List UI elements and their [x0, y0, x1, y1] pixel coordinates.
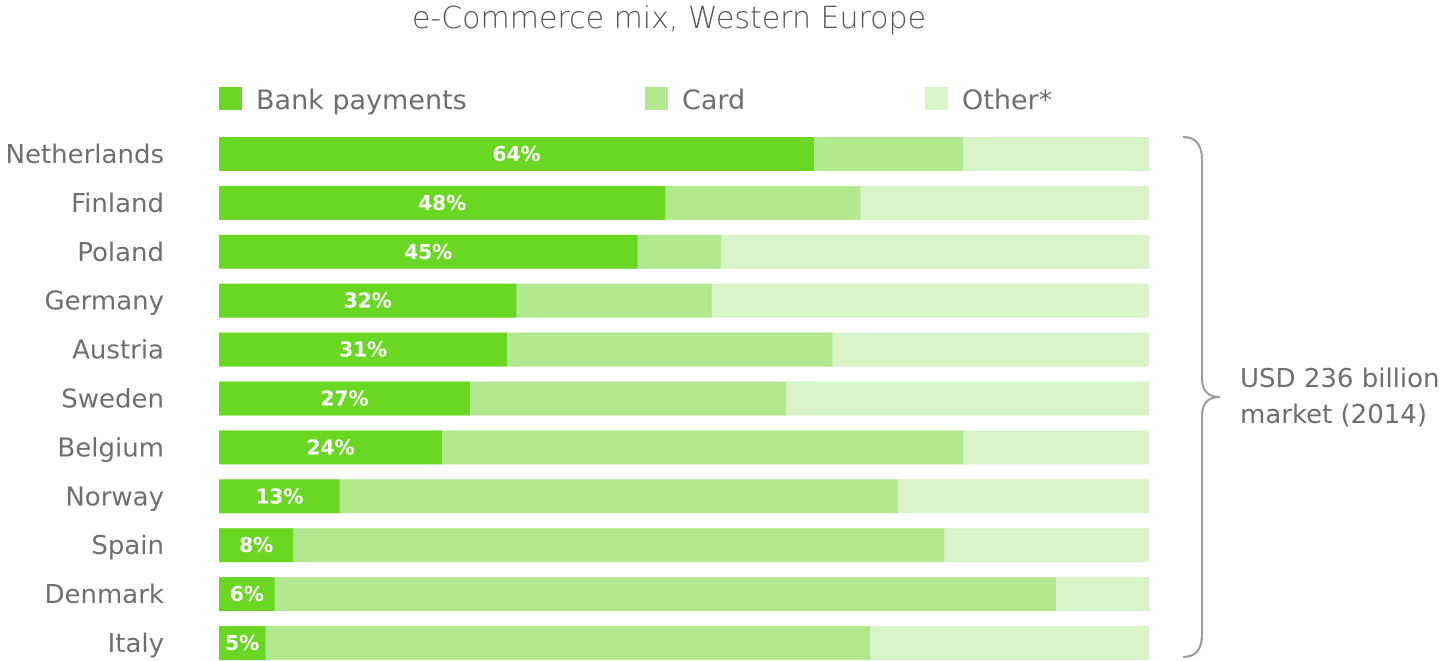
bar-segment — [637, 234, 722, 269]
category-label: Spain — [91, 531, 164, 561]
category-label: Germany — [44, 287, 164, 317]
legend-item-bank-payments: Bank payments — [219, 85, 467, 116]
bar-segment — [219, 479, 340, 514]
bar-value-label: 64% — [493, 142, 541, 166]
bar-segment — [507, 332, 833, 367]
bar-segment — [219, 381, 471, 416]
bar-segment — [219, 234, 638, 269]
bar-segment — [860, 185, 1149, 220]
category-label: Finland — [71, 189, 164, 219]
bar-segment — [265, 626, 870, 660]
legend-label: Other* — [962, 85, 1052, 116]
bar-segment — [339, 479, 898, 514]
category-label: Sweden — [61, 385, 164, 415]
bar-segment — [944, 528, 1149, 563]
bar-segment — [786, 381, 1149, 416]
bar-segment — [814, 137, 963, 171]
category-label: Poland — [77, 238, 164, 268]
category-label: Italy — [108, 629, 164, 659]
bar-data-labels: 64% 48% 45% 32% 31% 27% 24% 13% 8% 6% 5% — [225, 142, 540, 655]
bar-segment — [219, 332, 508, 367]
legend-label: Card — [682, 85, 745, 116]
legend-item-other: Other* — [925, 85, 1052, 116]
legend: Bank payments Card Other* — [219, 85, 1052, 116]
bar-value-label: 45% — [404, 240, 452, 264]
bar-segment — [274, 577, 1056, 612]
legend-label: Bank payments — [256, 85, 467, 116]
category-label: Belgium — [57, 433, 164, 463]
bar-segment — [870, 626, 1149, 660]
bar-segment — [516, 283, 712, 318]
bar-segment — [832, 332, 1149, 367]
category-label: Denmark — [44, 580, 164, 610]
bar-segment — [897, 479, 1149, 514]
bar-segment — [711, 283, 1149, 318]
bar-value-label: 24% — [307, 435, 355, 459]
legend-swatch — [219, 87, 242, 110]
category-labels: Netherlands Finland Poland Germany Austria Sw… — [6, 140, 165, 659]
bar-segment — [219, 528, 294, 563]
bar-segment — [219, 137, 815, 171]
market-size-note-line2: market (2014) — [1240, 400, 1427, 430]
bar-segment — [963, 137, 1149, 171]
bar-segment — [665, 185, 861, 220]
bar-value-label: 5% — [225, 631, 259, 655]
curly-brace-icon — [1182, 136, 1221, 658]
market-size-note-line1: USD 236 billion — [1240, 364, 1440, 394]
bar-segment — [219, 283, 517, 318]
bar-segment — [963, 430, 1149, 465]
bar-value-label: 27% — [321, 387, 369, 411]
bars-group — [219, 137, 1149, 660]
bar-segment — [442, 430, 963, 465]
bar-segment — [219, 577, 275, 612]
bar-segment — [470, 381, 787, 416]
category-label: Norway — [65, 482, 164, 512]
chart-title: e-Commerce mix, Western Europe — [412, 1, 926, 36]
bar-value-label: 31% — [339, 338, 387, 362]
legend-swatch — [645, 87, 668, 110]
bar-value-label: 13% — [256, 484, 304, 508]
bar-value-label: 6% — [230, 582, 264, 606]
bar-segment — [1056, 577, 1149, 612]
bar-value-label: 32% — [344, 289, 392, 313]
bar-segment — [293, 528, 945, 563]
bar-value-label: 48% — [418, 191, 466, 215]
legend-item-card: Card — [645, 85, 745, 116]
bar-segment — [219, 185, 666, 220]
bar-segment — [219, 626, 266, 660]
legend-swatch — [925, 87, 948, 110]
category-label: Austria — [72, 336, 164, 366]
bar-value-label: 8% — [239, 533, 273, 557]
bar-segment — [721, 234, 1149, 269]
category-label: Netherlands — [6, 140, 165, 170]
bar-segment — [219, 430, 443, 465]
